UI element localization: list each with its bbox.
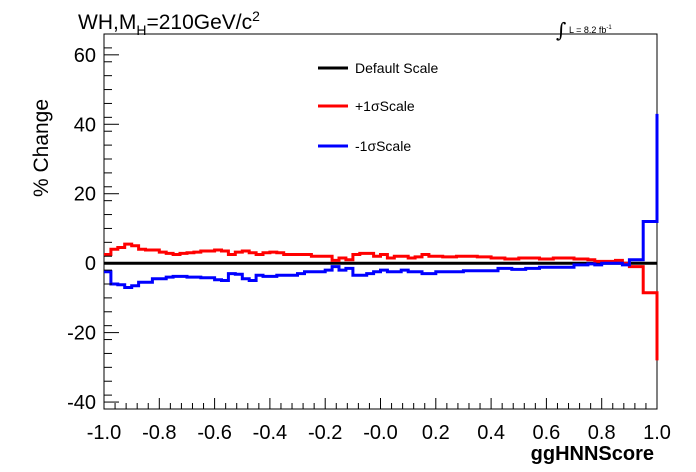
x-tick-label: 0.4	[477, 422, 505, 444]
integral-symbol: ∫	[556, 18, 567, 42]
x-tick-label: -0.4	[253, 422, 287, 444]
x-tick-label: -0.2	[308, 422, 342, 444]
y-axis-label: % Change	[30, 99, 53, 197]
legend: Default Scale +1σScale -1σScale	[318, 60, 438, 154]
y-tick-label: -40	[67, 392, 96, 414]
title-subscript: H	[136, 22, 147, 38]
y-tick-label: 40	[74, 114, 96, 136]
x-tick-label: -1.0	[87, 422, 121, 444]
x-tick-label: 0.8	[588, 422, 616, 444]
axes-layer: -1.0 -0.8 -0.6 -0.4 -0.2 -0.0 0.2 0.4 0.6 0.8 1.0 -…	[67, 33, 671, 444]
y-tick-label: 60	[74, 45, 96, 67]
title-superscript: 2	[252, 8, 260, 24]
legend-label-0: Default Scale	[355, 60, 438, 76]
x-axis-label: ggHNNScore	[531, 443, 654, 465]
plot-frame	[103, 33, 658, 410]
title-prefix: WH,M	[78, 11, 137, 34]
x-tick-label: -0.0	[363, 422, 397, 444]
y-tick-label: -20	[67, 323, 96, 345]
y-tick-label: 20	[74, 184, 96, 206]
title-value: =210GeV/c	[146, 11, 253, 34]
legend-label-2: -1σScale	[355, 138, 411, 154]
y-tick-label: 0	[85, 253, 96, 275]
series-line-1	[104, 242, 659, 361]
plot-title: WH,MH=210GeV/c2	[78, 8, 260, 38]
series-layer	[104, 113, 659, 361]
luminosity-superscript: -1	[606, 25, 612, 31]
x-tick-label: 1.0	[643, 422, 671, 444]
luminosity-text: L = 8.2 fb	[568, 25, 607, 35]
x-tick-label: 0.2	[422, 422, 450, 444]
legend-label-1: +1σScale	[355, 98, 415, 114]
x-tick-label: -0.6	[197, 422, 231, 444]
luminosity-label: ∫ L = 8.2 fb-1	[556, 14, 612, 42]
x-tick-label: -0.8	[142, 422, 176, 444]
series-line-2	[104, 113, 659, 289]
x-tick-label: 0.6	[532, 422, 560, 444]
